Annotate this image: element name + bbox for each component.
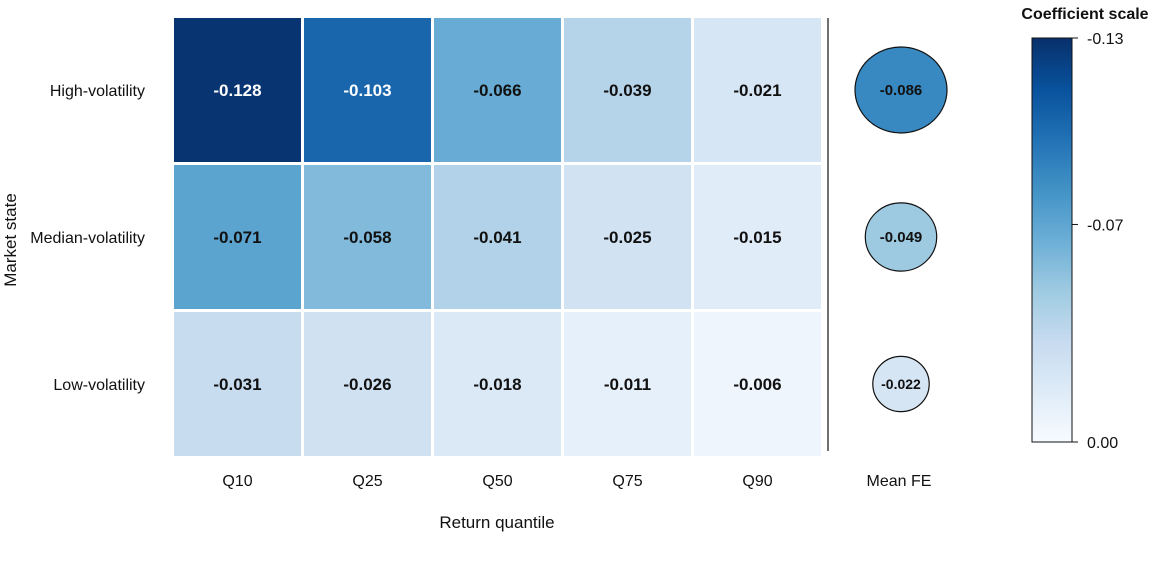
cell-value-label: -0.021 <box>733 81 781 100</box>
heatmap-cell-1-2 <box>434 165 561 309</box>
colorbar-title: Coefficient scale <box>1021 6 1148 23</box>
mean-fe-value-label: -0.022 <box>881 376 921 392</box>
cell-value-label: -0.058 <box>343 228 391 247</box>
mean-fe-value-label: -0.049 <box>880 229 923 246</box>
y-axis-title: Market state <box>1 193 20 287</box>
mean-fe-bubbles: -0.086 -0.049 -0.022 <box>854 46 948 413</box>
row-label: Low-volatility <box>53 377 145 394</box>
colorbar-tick-label: -0.13 <box>1087 31 1124 48</box>
row-label: Median-volatility <box>30 230 145 247</box>
column-label: Q90 <box>742 473 772 490</box>
mean-fe-value-label: -0.086 <box>880 82 923 99</box>
colorbar-gradient <box>1031 37 1073 443</box>
cell-value-label: -0.041 <box>473 228 521 247</box>
cell-value-label: -0.025 <box>603 228 651 247</box>
cell-value-label: -0.006 <box>733 375 781 394</box>
cell-value-label: -0.026 <box>343 375 391 394</box>
column-label: Q50 <box>482 473 512 490</box>
cell-value-label: -0.103 <box>343 81 391 100</box>
cell-value-label: -0.066 <box>473 81 521 100</box>
row-labels: High-volatility Median-volatility Low-vola… <box>30 83 145 394</box>
cell-value-label: -0.015 <box>733 228 781 247</box>
colorbar-tick-label: -0.07 <box>1087 217 1124 234</box>
heatmap-cell-2-1 <box>304 312 431 456</box>
cell-value-label: -0.018 <box>473 375 521 394</box>
mean-fe-bubble <box>854 46 948 134</box>
cell-value-label: -0.128 <box>213 81 261 100</box>
heatmap-cell-0-1 <box>304 18 431 162</box>
heatmap-cell-1-0 <box>174 165 301 309</box>
heatmap-cell-1-3 <box>564 165 691 309</box>
heatmap-cell-0-0 <box>174 18 301 162</box>
heatmap-cell-2-3 <box>564 312 691 456</box>
heatmap-cell-1-4 <box>694 165 821 309</box>
colorbar-tick-label: 0.00 <box>1087 435 1118 452</box>
heatmap-cell-2-0 <box>174 312 301 456</box>
mean-fe-bubble <box>872 355 930 413</box>
cell-value-label: -0.071 <box>213 228 261 247</box>
column-label: Q75 <box>612 473 642 490</box>
heatmap-cell-1-1 <box>304 165 431 309</box>
cell-value-label: -0.031 <box>213 375 261 394</box>
mean-fe-label: Mean FE <box>867 473 932 490</box>
heatmap-cell-2-2 <box>434 312 561 456</box>
cell-value-label: -0.039 <box>603 81 651 100</box>
heatmap-cell-0-3 <box>564 18 691 162</box>
x-axis-title: Return quantile <box>439 513 554 532</box>
heatmap-cell-0-4 <box>694 18 821 162</box>
mean-fe-bubble <box>864 202 938 272</box>
row-label: High-volatility <box>50 83 145 100</box>
column-label: Q25 <box>352 473 382 490</box>
column-label: Q10 <box>222 473 252 490</box>
colorbar-ticks: -0.13 -0.07 0.00 <box>1072 31 1124 452</box>
heatmap-cell-2-4 <box>694 312 821 456</box>
colorbar: Coefficient scale -0.13 -0.07 0.00 <box>1021 6 1148 452</box>
heatmap-cells: -0.128 -0.103 -0.066 -0.039 -0.021 -0.071 -0.0… <box>174 18 821 456</box>
column-labels: Q10 Q25 Q50 Q75 Q90 Mean FE <box>222 473 931 490</box>
cell-value-label: -0.011 <box>604 375 651 394</box>
heatmap-cell-0-2 <box>434 18 561 162</box>
